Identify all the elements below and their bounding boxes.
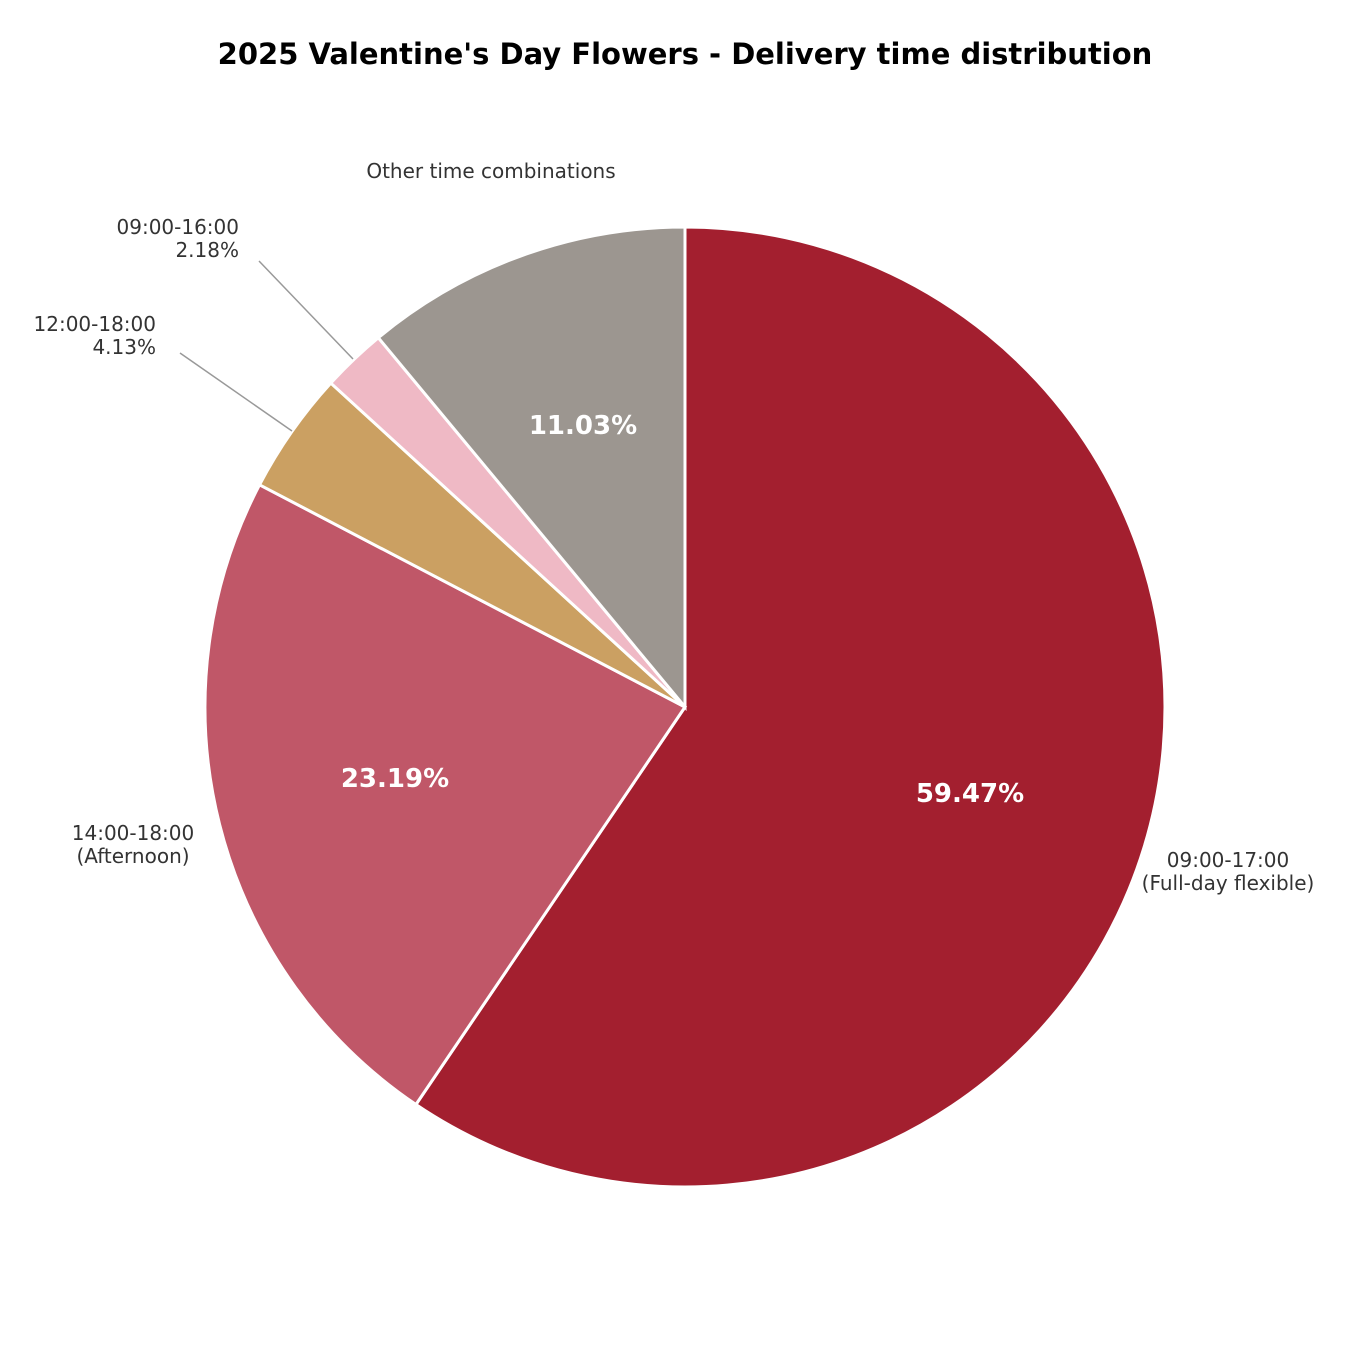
leader-line	[179, 352, 293, 432]
leader-line	[258, 260, 354, 360]
pie-slice	[376, 225, 687, 712]
slice-category-label: 14:00-18:00 (Afternoon)	[72, 821, 195, 868]
pie-slice	[203, 482, 688, 1107]
slice-percent-label: 23.19%	[341, 764, 449, 794]
pie-slice	[413, 225, 1167, 1189]
leader-lines	[179, 260, 354, 432]
slice-category-label: 09:00-17:00 (Full-day flexible)	[1142, 848, 1315, 895]
pie-slices	[203, 225, 1167, 1189]
slice-percent-label: 59.47%	[916, 779, 1024, 809]
slice-percent-label: 11.03%	[529, 411, 637, 441]
slice-labels: 09:00-17:00 (Full-day flexible) 59.47% 14:0…	[34, 159, 1315, 895]
chart-title: 2025 Valentine's Day Flowers - Delivery …	[218, 37, 1153, 71]
slice-category-label: 09:00-16:00 2.18%	[117, 215, 240, 262]
slice-category-label: 12:00-18:00 4.13%	[34, 312, 157, 359]
slice-category-label: Other time combinations	[366, 159, 615, 183]
